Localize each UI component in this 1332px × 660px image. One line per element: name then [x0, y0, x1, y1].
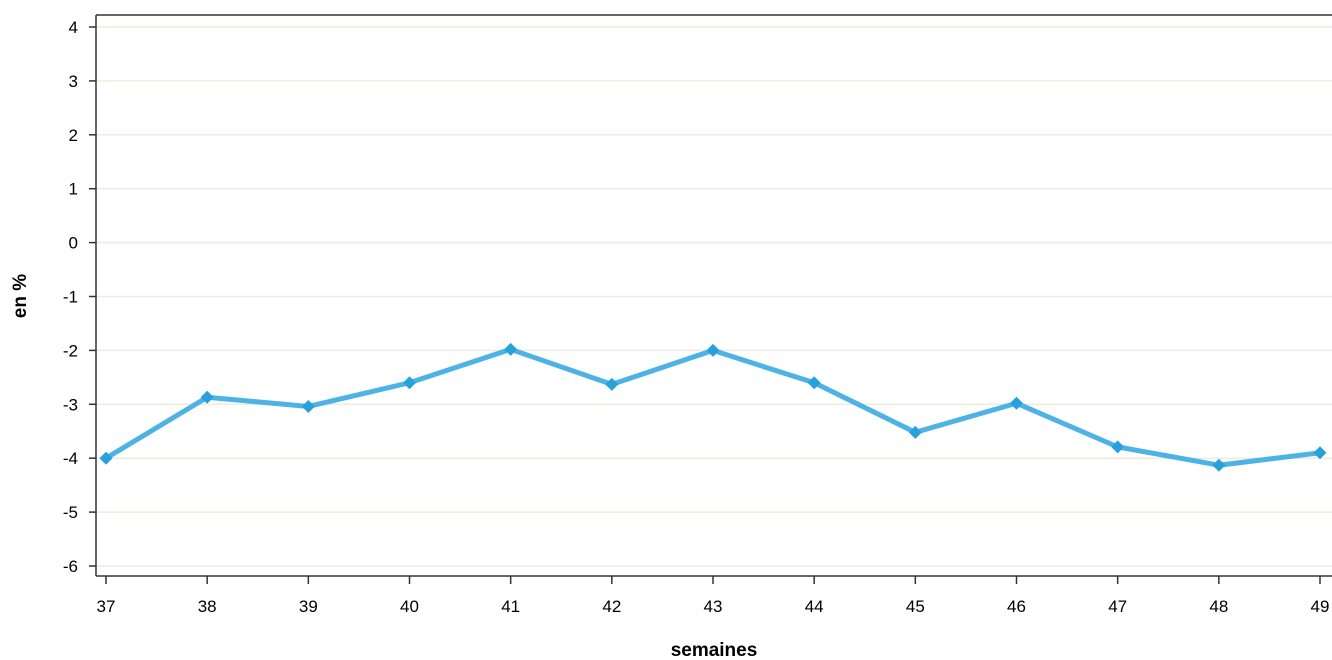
y-tick-label: -4 — [63, 449, 78, 468]
x-tick-label: 43 — [704, 597, 723, 616]
data-point-marker — [908, 425, 922, 439]
data-point-marker — [1212, 458, 1226, 472]
x-tick-label: 47 — [1108, 597, 1127, 616]
x-tick-label: 41 — [501, 597, 520, 616]
x-tick-label: 48 — [1209, 597, 1228, 616]
gridlines — [96, 26, 1332, 567]
x-ticks: 37 38 39 40 41 42 43 44 45 46 47 48 49 — [97, 576, 1330, 616]
x-tick-label: 40 — [400, 597, 419, 616]
y-tick-label: -5 — [63, 503, 78, 522]
series-line — [103, 346, 1323, 468]
y-tick-label: -2 — [63, 341, 78, 360]
data-point-marker — [301, 399, 315, 413]
y-ticks: 4 3 2 1 0 -1 -2 -3 -4 -5 -6 — [63, 18, 96, 576]
x-tick-label: 42 — [602, 597, 621, 616]
x-tick-label: 49 — [1311, 597, 1330, 616]
data-point-marker — [99, 451, 113, 465]
x-tick-label: 45 — [906, 597, 925, 616]
x-axis-title: semaines — [671, 640, 758, 660]
data-point-marker — [1313, 446, 1327, 460]
x-tick-label: 44 — [805, 597, 824, 616]
y-tick-label: 2 — [69, 126, 78, 145]
x-tick-label: 38 — [198, 597, 217, 616]
data-point-marker — [1111, 440, 1125, 454]
data-point-marker — [504, 342, 518, 356]
y-tick-label: -3 — [63, 395, 78, 414]
y-tick-label: -1 — [63, 288, 78, 307]
series-layer — [99, 342, 1327, 472]
x-tick-label: 39 — [299, 597, 318, 616]
data-point-marker — [403, 376, 416, 390]
data-point-marker — [807, 376, 821, 390]
y-tick-label: 4 — [69, 18, 78, 37]
axes — [95, 14, 1332, 577]
y-tick-label: -6 — [63, 557, 78, 576]
data-point-marker — [1010, 396, 1023, 410]
x-tick-label: 46 — [1007, 597, 1026, 616]
y-tick-label: 3 — [69, 72, 78, 91]
x-tick-label: 37 — [97, 597, 116, 616]
y-tick-label: 0 — [69, 234, 78, 253]
y-tick-label: 1 — [69, 180, 78, 199]
data-point-marker — [706, 343, 720, 357]
data-point-marker — [200, 390, 214, 404]
y-axis-title: en % — [10, 274, 31, 318]
data-point-marker — [605, 377, 619, 391]
